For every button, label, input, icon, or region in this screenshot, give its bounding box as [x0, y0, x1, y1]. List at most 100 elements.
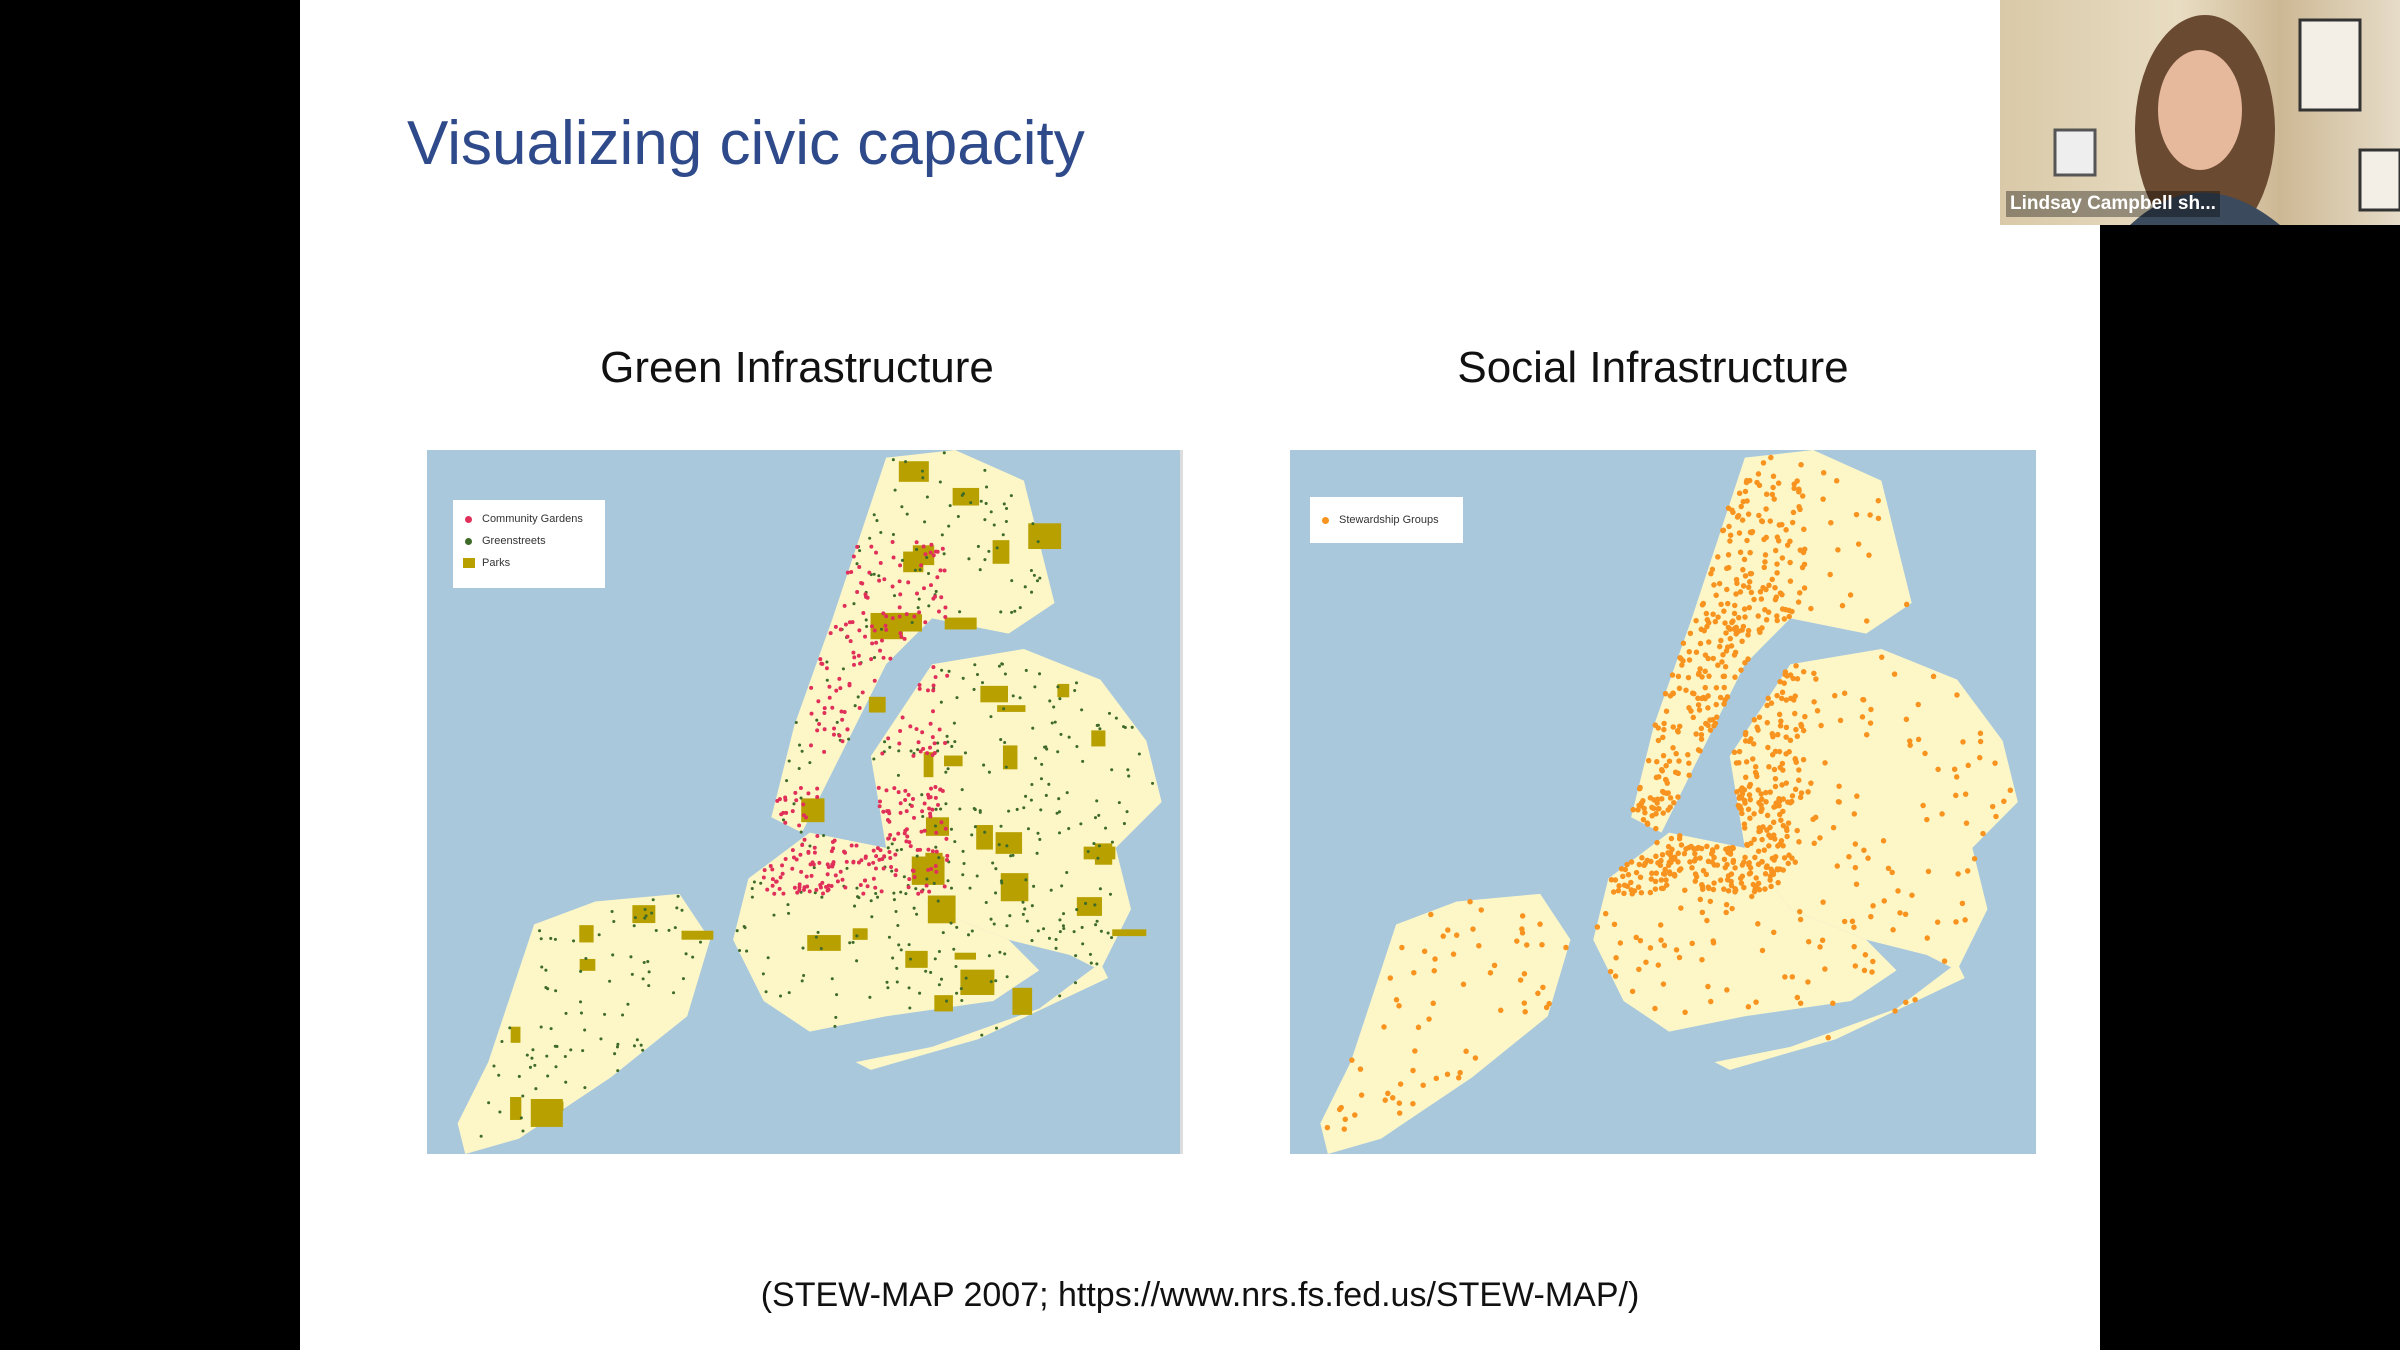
greenstreet: [564, 1011, 568, 1015]
greenstreet: [761, 972, 765, 976]
greenstreet: [1003, 672, 1007, 676]
community-garden: [783, 795, 788, 800]
community-garden: [911, 753, 916, 758]
stewardship-group: [1738, 667, 1744, 673]
stewardship-group: [1662, 776, 1669, 783]
community-garden: [833, 873, 838, 878]
picture-frame: [2358, 148, 2400, 212]
greenstreet: [868, 536, 872, 540]
greenstreet: [892, 594, 897, 598]
park: [898, 461, 929, 482]
greenstreet: [1106, 931, 1110, 935]
stewardship-group: [1432, 956, 1438, 962]
stewardship-group: [1685, 674, 1692, 681]
community-garden: [899, 634, 904, 639]
stewardship-group: [1740, 498, 1746, 505]
greenstreet: [856, 695, 860, 699]
greenstreet: [938, 480, 942, 484]
stewardship-group: [1648, 876, 1655, 882]
stewardship-group: [1851, 811, 1858, 817]
community-garden: [908, 844, 913, 849]
greenstreet: [942, 552, 946, 556]
stewardship-group: [1915, 701, 1921, 708]
greenstreet: [962, 861, 966, 866]
greenstreet: [940, 533, 944, 537]
community-garden: [798, 852, 803, 857]
stewardship-group: [1924, 935, 1930, 941]
stewardship-group: [1621, 890, 1627, 897]
stewardship-group: [1745, 806, 1752, 813]
participant-name: Lindsay Campbell sh...: [2006, 191, 2220, 217]
stewardship-group: [1742, 488, 1749, 495]
stewardship-group: [1769, 576, 1775, 583]
stewardship-group: [1775, 843, 1781, 849]
stewardship-group: [1955, 871, 1961, 877]
community-garden: [840, 877, 845, 882]
stewardship-group: [1965, 762, 1971, 769]
greenstreet: [966, 933, 971, 937]
greenstreet: [1053, 720, 1057, 724]
stewardship-group: [1713, 684, 1720, 691]
greenstreet: [812, 866, 816, 870]
greenstreet: [835, 993, 839, 997]
stewardship-group: [1762, 871, 1769, 877]
stewardship-group: [1772, 547, 1779, 554]
stewardship-group: [1663, 708, 1670, 714]
community-garden: [892, 837, 897, 842]
stewardship-group: [1732, 865, 1738, 871]
stewardship-group: [1746, 871, 1753, 877]
greenstreet: [1021, 900, 1025, 904]
greenstreet: [1061, 924, 1065, 928]
greenstreet: [885, 980, 889, 984]
stewardship-group: [1935, 766, 1941, 773]
greenstreet: [750, 895, 754, 899]
stewardship-group: [1828, 519, 1834, 526]
greenstreet: [521, 1129, 525, 1133]
stewardship-group: [1941, 958, 1948, 964]
stewardship-group: [1786, 613, 1792, 620]
stewardship-group: [1660, 810, 1666, 816]
stewardship-group: [1426, 1016, 1432, 1022]
stewardship-group: [1768, 700, 1775, 706]
community-garden: [829, 883, 834, 888]
stewardship-group: [1689, 690, 1696, 696]
stewardship-group: [1755, 787, 1761, 793]
community-garden: [761, 875, 766, 880]
stewardship-group: [1953, 774, 1960, 780]
community-garden: [874, 640, 879, 645]
community-garden: [839, 709, 844, 714]
greenstreet: [549, 1027, 553, 1031]
greenstreet: [960, 788, 964, 792]
community-garden: [815, 728, 820, 733]
park: [1012, 987, 1033, 1015]
greenstreet: [853, 904, 857, 908]
stewardship-group: [1774, 570, 1780, 576]
stewardship-group: [1678, 905, 1684, 911]
stewardship-group: [1733, 591, 1739, 597]
stewardship-group: [1661, 871, 1668, 877]
community-garden: [892, 786, 897, 791]
community-garden: [926, 847, 931, 852]
stewardship-group: [1783, 697, 1790, 703]
greenstreet: [1004, 506, 1009, 511]
community-garden: [882, 577, 887, 582]
stewardship-group: [1636, 966, 1642, 973]
community-garden: [945, 673, 950, 678]
stewardship-group: [1861, 847, 1867, 853]
community-garden: [928, 721, 933, 726]
community-garden: [897, 741, 902, 746]
community-garden: [830, 705, 835, 710]
greenstreet: [830, 977, 834, 981]
community-garden: [872, 678, 877, 683]
stewardship-group: [1771, 857, 1777, 863]
greenstreet: [517, 1074, 521, 1078]
stewardship-group: [1717, 694, 1724, 701]
community-garden: [848, 639, 853, 644]
stewardship-group: [1730, 618, 1736, 624]
stewardship-group: [1892, 1008, 1898, 1014]
stewardship-group: [1652, 886, 1659, 892]
stewardship-group: [1743, 729, 1749, 736]
stewardship-group: [1792, 786, 1799, 793]
shirt: [2130, 192, 2280, 225]
greenstreet: [533, 1063, 537, 1067]
